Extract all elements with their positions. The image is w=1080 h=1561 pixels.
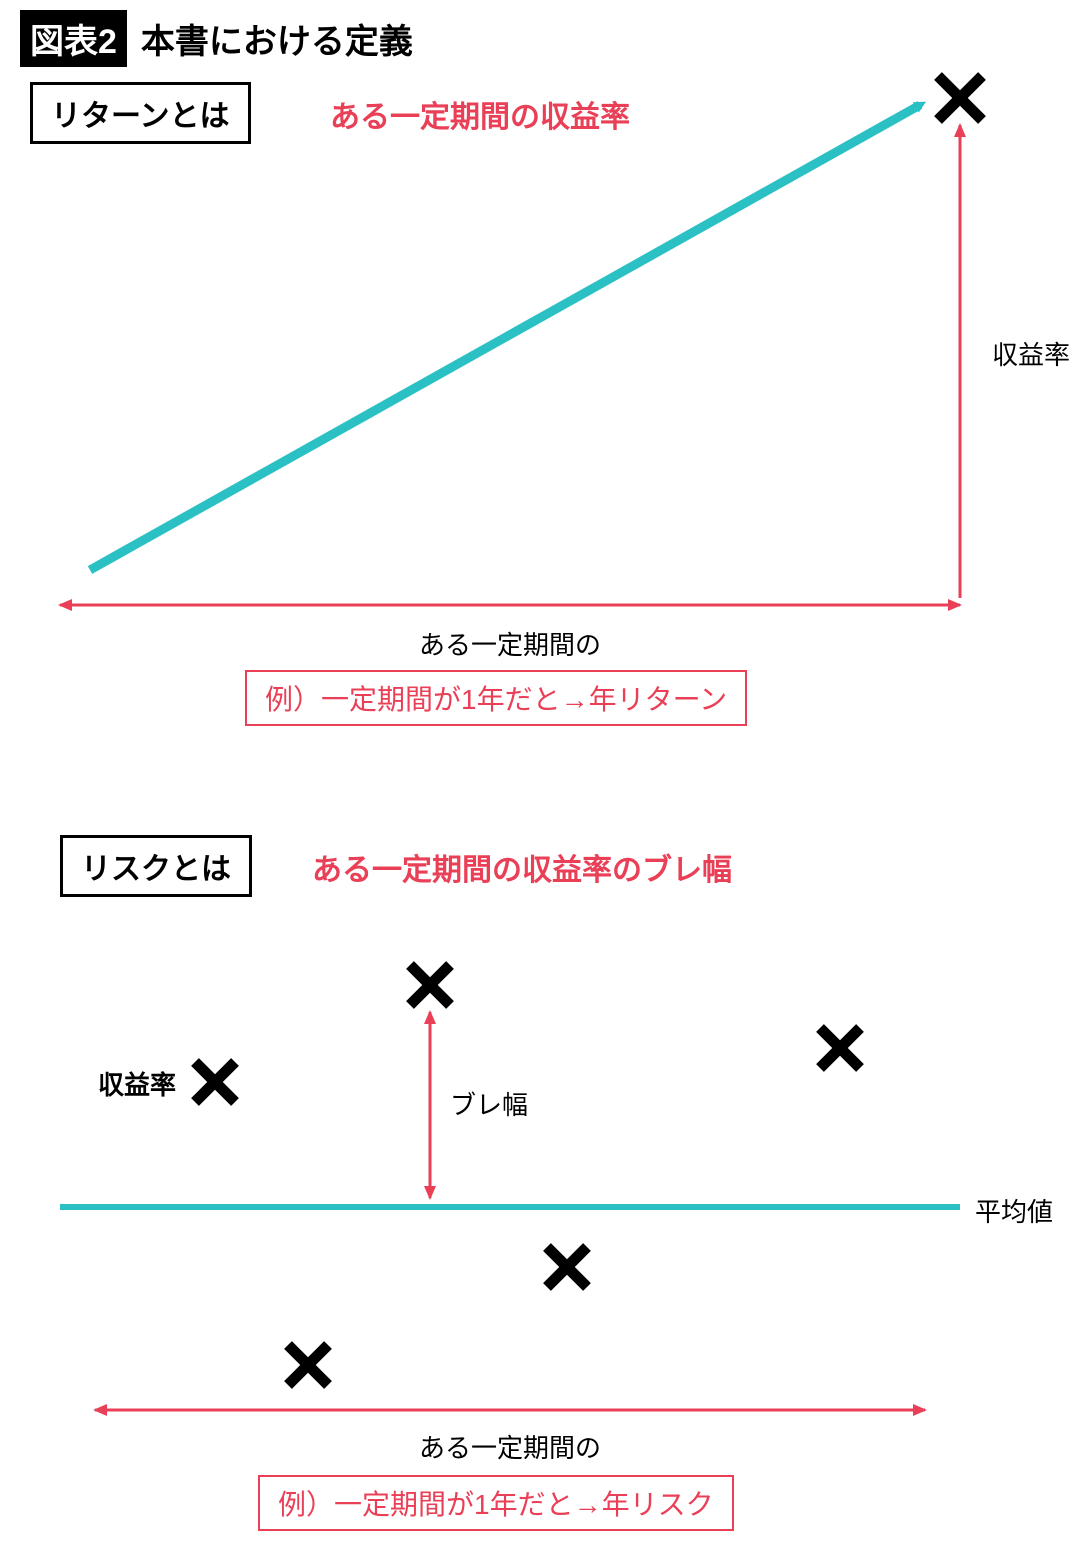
risk-diagram-svg [0,0,1080,1561]
cross-mark-icon [547,1247,587,1287]
risk-example-box: 例）一定期間が1年だと→年リスク [258,1475,734,1531]
cross-mark-icon [410,965,450,1005]
cross-mark-icon [820,1028,860,1068]
risk-x-label: ある一定期間の [0,1428,1020,1465]
cross-mark-icon [195,1062,235,1102]
cross-mark-icon [288,1345,328,1385]
risk-y-label: 収益率 [98,1065,176,1102]
risk-deviation-label: ブレ幅 [450,1085,528,1122]
risk-mean-label: 平均値 [975,1192,1053,1229]
